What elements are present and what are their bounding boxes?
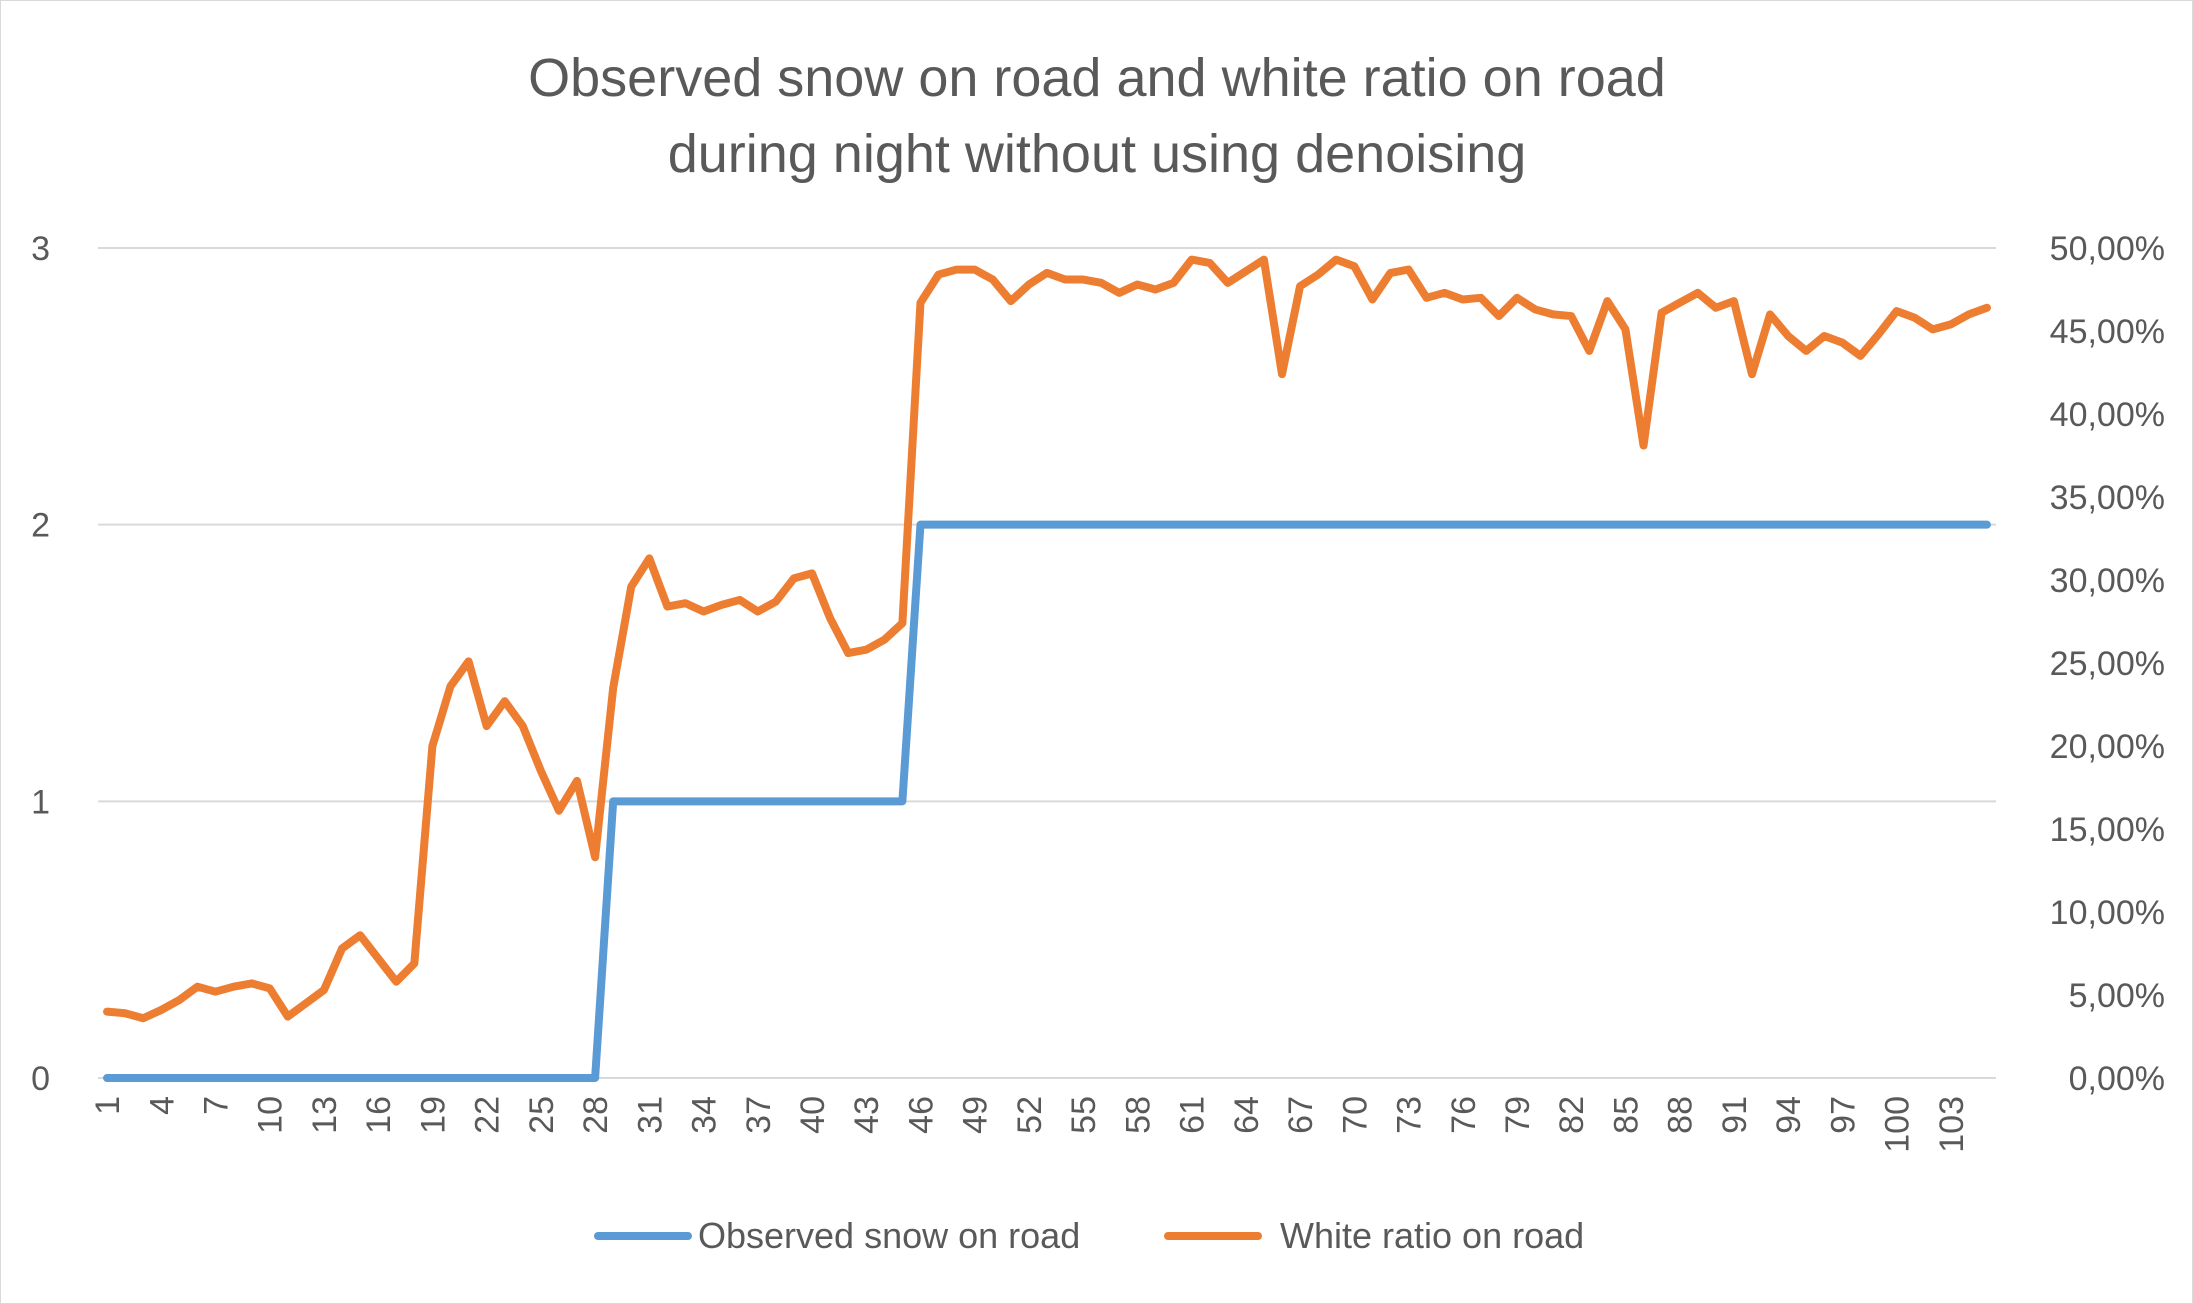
x-axis-tick-label: 85 xyxy=(1607,1096,1645,1134)
series-line-white-ratio xyxy=(103,255,1991,1023)
x-axis-tick-label: 43 xyxy=(848,1096,886,1134)
x-axis-tick-label: 61 xyxy=(1174,1096,1212,1134)
x-axis-tick-label: 34 xyxy=(686,1096,724,1134)
x-axis-tick-label: 1 xyxy=(89,1096,127,1115)
right-axis-tick-label: 5,00% xyxy=(2069,977,2165,1015)
right-axis-tick-label: 45,00% xyxy=(2050,313,2165,351)
x-axis-tick-label: 64 xyxy=(1228,1096,1266,1134)
x-axis-tick-label: 76 xyxy=(1445,1096,1483,1134)
right-axis-tick-label: 30,00% xyxy=(2050,562,2165,600)
right-axis-tick-label: 20,00% xyxy=(2050,728,2165,766)
left-axis-tick-label: 1 xyxy=(31,783,50,821)
x-axis-tick-label: 55 xyxy=(1065,1096,1103,1134)
x-axis-tick-label: 19 xyxy=(414,1096,452,1134)
x-axis-tick-label: 49 xyxy=(957,1096,995,1134)
right-axis-tick-label: 0,00% xyxy=(2069,1060,2165,1098)
right-axis-tick-label: 10,00% xyxy=(2050,894,2165,932)
x-axis-tick-label: 13 xyxy=(306,1096,344,1134)
series-lines xyxy=(103,255,1991,1082)
x-axis-tick-label: 79 xyxy=(1499,1096,1537,1134)
x-axis-tick-label: 40 xyxy=(794,1096,832,1134)
x-axis-tick-label: 88 xyxy=(1662,1096,1700,1134)
left-axis-tick-label: 0 xyxy=(31,1060,50,1098)
right-axis-tick-labels: 0,00% 5,00% 10,00% 15,00% 20,00% 25,00% 30,00%… xyxy=(2050,230,2165,1098)
x-axis-tick-label: 97 xyxy=(1824,1096,1862,1134)
x-axis-tick-label: 7 xyxy=(197,1096,235,1115)
x-axis-tick-label: 94 xyxy=(1770,1096,1808,1134)
x-axis-tick-label: 16 xyxy=(360,1096,398,1134)
x-axis-tick-label: 4 xyxy=(143,1096,181,1115)
x-axis-tick-label: 67 xyxy=(1282,1096,1320,1134)
chart-title-line-1: Observed snow on road and white ratio on… xyxy=(528,48,1666,108)
x-axis-tick-label: 91 xyxy=(1716,1096,1754,1134)
gridlines xyxy=(98,247,1996,1079)
right-axis-tick-label: 35,00% xyxy=(2050,479,2165,517)
x-axis-tick-label: 103 xyxy=(1933,1096,1971,1153)
x-axis-tick-labels: 1 4 7 10 13 16 19 22 25 28 31 34 37 40 43 46 49 52 55 58 61 6… xyxy=(89,1096,1971,1153)
right-axis-tick-label: 25,00% xyxy=(2050,645,2165,683)
left-axis-tick-label: 3 xyxy=(31,230,50,268)
right-axis-tick-label: 50,00% xyxy=(2050,230,2165,268)
series-line-observed-snow xyxy=(103,520,1991,1082)
x-axis-tick-label: 22 xyxy=(469,1096,507,1134)
left-axis-tick-label: 2 xyxy=(31,507,50,545)
legend-label-white-ratio: White ratio on road xyxy=(1280,1215,1584,1256)
left-axis-tick-labels: 0 1 2 3 xyxy=(31,230,50,1098)
legend-label-observed-snow: Observed snow on road xyxy=(698,1215,1080,1256)
x-axis-tick-label: 25 xyxy=(523,1096,561,1134)
x-axis-tick-label: 52 xyxy=(1011,1096,1049,1134)
legend: Observed snow on road White ratio on roa… xyxy=(594,1215,1584,1256)
right-axis-tick-label: 40,00% xyxy=(2050,396,2165,434)
x-axis-tick-label: 82 xyxy=(1553,1096,1591,1134)
chart-title-line-2: during night without using denoising xyxy=(668,124,1527,184)
x-axis-tick-label: 100 xyxy=(1879,1096,1917,1153)
x-axis-tick-label: 10 xyxy=(252,1096,290,1134)
x-axis-tick-label: 46 xyxy=(902,1096,940,1134)
x-axis-tick-label: 70 xyxy=(1336,1096,1374,1134)
right-axis-tick-label: 15,00% xyxy=(2050,811,2165,849)
x-axis-tick-label: 73 xyxy=(1391,1096,1429,1134)
x-axis-tick-label: 37 xyxy=(740,1096,778,1134)
x-axis-tick-label: 31 xyxy=(631,1096,669,1134)
x-axis-tick-label: 58 xyxy=(1119,1096,1157,1134)
x-axis-tick-label: 28 xyxy=(577,1096,615,1134)
